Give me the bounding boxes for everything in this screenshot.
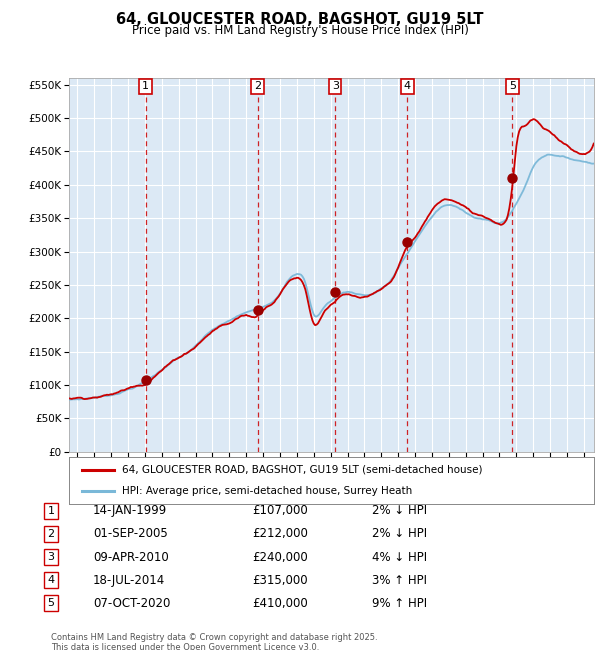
Text: 18-JUL-2014: 18-JUL-2014 <box>93 573 165 586</box>
Text: 64, GLOUCESTER ROAD, BAGSHOT, GU19 5LT: 64, GLOUCESTER ROAD, BAGSHOT, GU19 5LT <box>116 12 484 27</box>
Text: 64, GLOUCESTER ROAD, BAGSHOT, GU19 5LT (semi-detached house): 64, GLOUCESTER ROAD, BAGSHOT, GU19 5LT (… <box>121 465 482 474</box>
Text: 4: 4 <box>47 575 55 585</box>
Text: £212,000: £212,000 <box>252 528 308 541</box>
Text: 1: 1 <box>47 506 55 516</box>
Text: 2: 2 <box>254 81 261 92</box>
Text: 1: 1 <box>142 81 149 92</box>
Text: 14-JAN-1999: 14-JAN-1999 <box>93 504 167 517</box>
Text: £240,000: £240,000 <box>252 551 308 564</box>
Text: 4% ↓ HPI: 4% ↓ HPI <box>372 551 427 564</box>
Text: 2: 2 <box>47 529 55 539</box>
Text: Price paid vs. HM Land Registry's House Price Index (HPI): Price paid vs. HM Land Registry's House … <box>131 24 469 37</box>
Text: 3% ↑ HPI: 3% ↑ HPI <box>372 573 427 586</box>
Text: 4: 4 <box>404 81 411 92</box>
Text: 2% ↓ HPI: 2% ↓ HPI <box>372 504 427 517</box>
Text: 07-OCT-2020: 07-OCT-2020 <box>93 597 170 610</box>
Text: 09-APR-2010: 09-APR-2010 <box>93 551 169 564</box>
Text: 9% ↑ HPI: 9% ↑ HPI <box>372 597 427 610</box>
Text: 5: 5 <box>509 81 516 92</box>
Text: 2% ↓ HPI: 2% ↓ HPI <box>372 528 427 541</box>
Text: £410,000: £410,000 <box>252 597 308 610</box>
Text: 01-SEP-2005: 01-SEP-2005 <box>93 528 168 541</box>
Text: 3: 3 <box>47 552 55 562</box>
Text: £315,000: £315,000 <box>252 573 308 586</box>
Text: Contains HM Land Registry data © Crown copyright and database right 2025.
This d: Contains HM Land Registry data © Crown c… <box>51 633 377 650</box>
Text: 3: 3 <box>332 81 339 92</box>
Text: £107,000: £107,000 <box>252 504 308 517</box>
Text: HPI: Average price, semi-detached house, Surrey Heath: HPI: Average price, semi-detached house,… <box>121 486 412 496</box>
Text: 5: 5 <box>47 598 55 608</box>
